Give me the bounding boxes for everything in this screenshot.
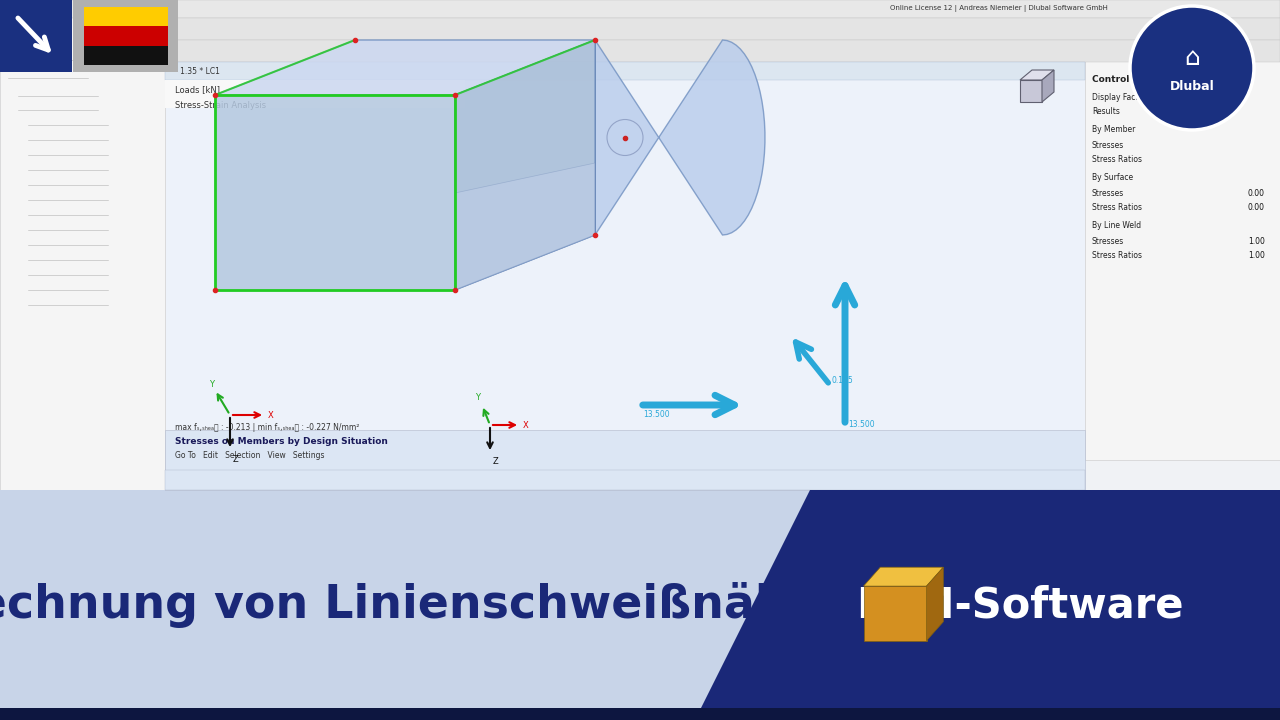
Bar <box>83 27 168 45</box>
Text: Y: Y <box>210 380 215 389</box>
Bar <box>0 0 1280 490</box>
Bar <box>165 40 1280 62</box>
Text: 13.500: 13.500 <box>643 410 669 419</box>
Text: Online License 12 | Andreas Niemeier | Dlubal Software GmbH: Online License 12 | Andreas Niemeier | D… <box>890 4 1108 12</box>
Text: Stress Ratios: Stress Ratios <box>1092 204 1142 212</box>
Text: Loads [kN]: Loads [kN] <box>175 86 220 94</box>
Bar <box>165 0 1085 430</box>
Text: ⌂: ⌂ <box>1184 46 1199 70</box>
Bar <box>165 470 1085 490</box>
Text: Stress Ratios: Stress Ratios <box>1092 156 1142 164</box>
Text: By Line Weld: By Line Weld <box>1092 222 1142 230</box>
Text: FEM-Software: FEM-Software <box>856 584 1184 626</box>
Bar <box>0 490 1280 720</box>
Text: 13.500: 13.500 <box>849 420 874 429</box>
Text: Go To   Edit   Selection   View   Settings: Go To Edit Selection View Settings <box>175 451 325 461</box>
Bar <box>83 7 168 27</box>
Text: 0.00: 0.00 <box>1248 204 1265 212</box>
Polygon shape <box>215 40 595 95</box>
Text: X: X <box>268 410 274 420</box>
Text: Stress Ratios: Stress Ratios <box>1092 251 1142 261</box>
Polygon shape <box>454 163 595 290</box>
Circle shape <box>1130 6 1254 130</box>
Bar <box>165 80 465 108</box>
Text: Dlubal: Dlubal <box>1170 79 1215 92</box>
Bar <box>165 18 1280 40</box>
Bar <box>165 62 1085 80</box>
Polygon shape <box>1020 70 1053 80</box>
Text: Control Panel: Control Panel <box>1092 76 1161 84</box>
Text: X: X <box>524 420 529 430</box>
Bar <box>0 0 1280 18</box>
Text: Z: Z <box>233 455 239 464</box>
Polygon shape <box>215 95 454 290</box>
Bar <box>0 0 165 490</box>
Polygon shape <box>1042 70 1053 102</box>
Polygon shape <box>595 40 765 235</box>
Text: 0.135: 0.135 <box>832 376 854 385</box>
Text: - 1.35 * LC1: - 1.35 * LC1 <box>175 66 220 76</box>
Text: Stresses: Stresses <box>1092 189 1124 197</box>
Polygon shape <box>454 40 595 290</box>
Text: 0.00: 0.00 <box>1248 189 1265 197</box>
Text: Berechnung von Linienschweißnähten: Berechnung von Linienschweißnähten <box>0 582 873 628</box>
Text: Y: Y <box>475 393 480 402</box>
Bar <box>165 430 1085 490</box>
Text: max fₛ,ₛₕₑₐ⮣ : -0.213 | min fₛ,ₛₕₑₐ⮣ : -0.227 N/mm²: max fₛ,ₛₕₑₐ⮣ : -0.213 | min fₛ,ₛₕₑₐ⮣ : -… <box>175 423 360 433</box>
Text: By Member: By Member <box>1092 125 1135 135</box>
Text: Display Factors: Display Factors <box>1092 94 1151 102</box>
Polygon shape <box>927 567 943 641</box>
Polygon shape <box>864 586 927 641</box>
Polygon shape <box>864 567 943 586</box>
Bar <box>73 0 178 72</box>
Bar <box>0 0 72 72</box>
Text: Stress-Strain Analysis: Stress-Strain Analysis <box>175 101 266 109</box>
Text: Stresses on Members by Design Situation: Stresses on Members by Design Situation <box>175 438 388 446</box>
Text: Z: Z <box>493 457 499 466</box>
Bar <box>0 708 1280 720</box>
Polygon shape <box>454 40 595 290</box>
Polygon shape <box>695 490 1280 720</box>
Bar <box>83 45 168 65</box>
Text: Stresses: Stresses <box>1092 236 1124 246</box>
Text: Stresses: Stresses <box>1092 140 1124 150</box>
Polygon shape <box>1020 80 1042 102</box>
Text: By Surface: By Surface <box>1092 174 1133 182</box>
Text: Results: Results <box>1092 107 1120 117</box>
Text: 1.00: 1.00 <box>1248 251 1265 261</box>
Bar <box>1085 0 1280 460</box>
Text: 1.00: 1.00 <box>1248 236 1265 246</box>
